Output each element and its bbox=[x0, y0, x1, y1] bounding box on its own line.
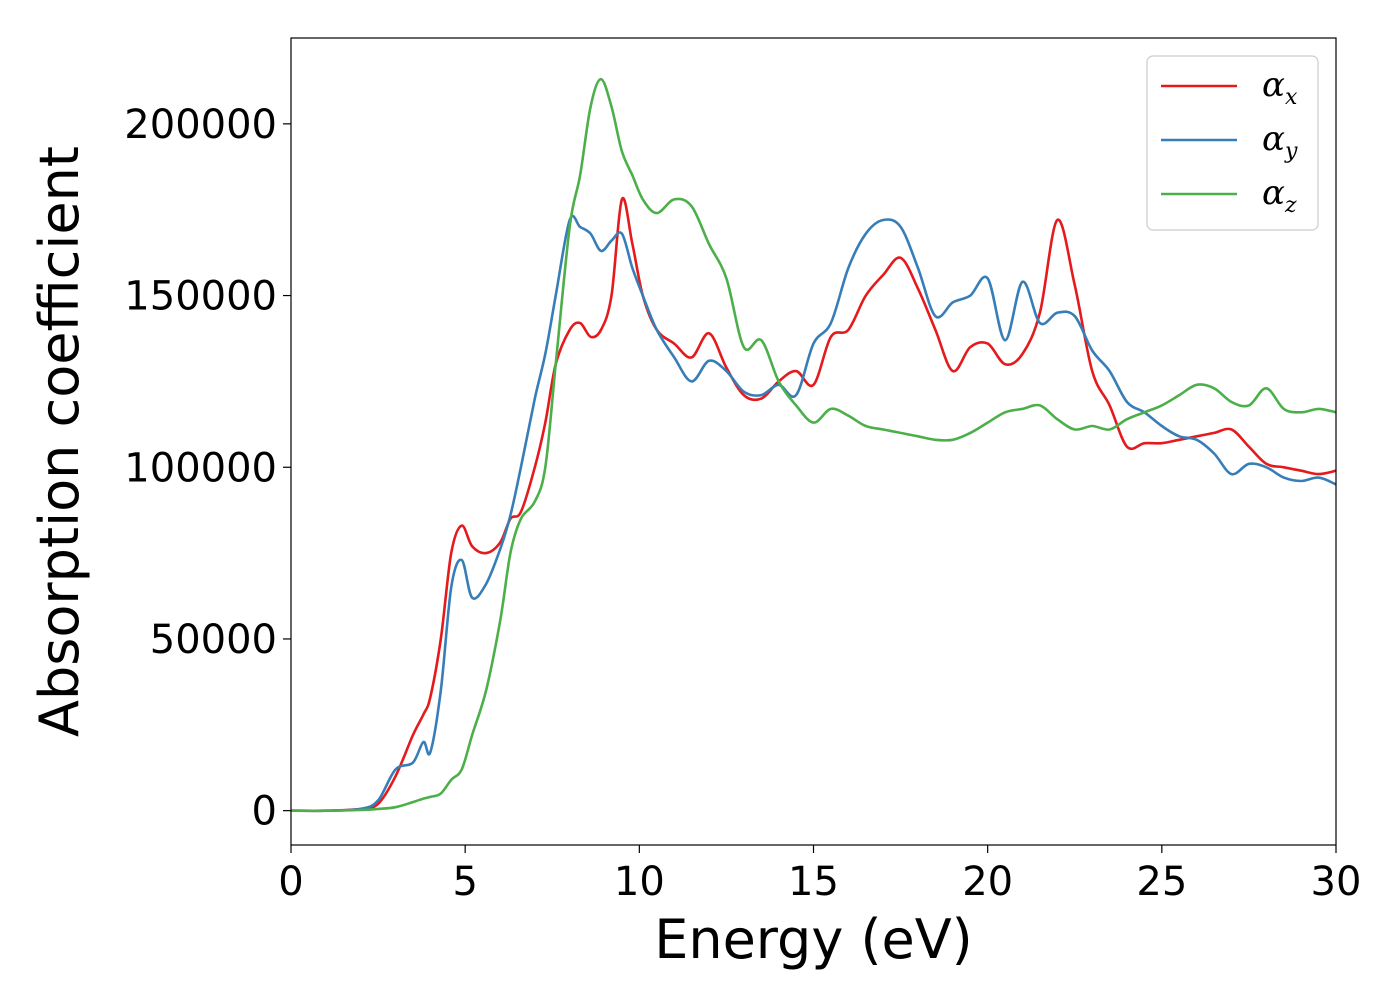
x-tick-label: 5 bbox=[452, 859, 477, 905]
y-tick-label: 50000 bbox=[150, 617, 277, 663]
series-layer bbox=[291, 77, 1336, 813]
legend-label-base: α bbox=[1262, 119, 1285, 159]
legend-label-subscript: z bbox=[1284, 193, 1297, 218]
x-tick-label: 30 bbox=[1311, 859, 1362, 905]
legend-box bbox=[1146, 55, 1319, 231]
legend-label-subscript: x bbox=[1285, 85, 1298, 110]
y-tick-label: 0 bbox=[252, 789, 277, 835]
legend-label-base: α bbox=[1262, 65, 1285, 105]
legend-label-subscript: y bbox=[1284, 139, 1298, 164]
x-tick-label: 10 bbox=[614, 859, 665, 905]
y-tick-label: 150000 bbox=[124, 274, 277, 320]
y-axis-label: Absorption coefficient bbox=[28, 146, 91, 737]
x-axis: 0 5 10 15 20 25 30 bbox=[278, 845, 1361, 905]
x-tick-label: 25 bbox=[1136, 859, 1187, 905]
legend-label-z: αz bbox=[1262, 173, 1297, 218]
y-tick-label: 200000 bbox=[124, 102, 277, 148]
series-line-x bbox=[291, 196, 1336, 813]
series-line-z bbox=[291, 77, 1336, 813]
legend-label-base: α bbox=[1262, 173, 1285, 213]
x-tick-label: 15 bbox=[788, 859, 839, 905]
legend-label-x: αx bbox=[1262, 65, 1298, 110]
y-axis: 0 50000 100000 150000 200000 bbox=[124, 102, 291, 835]
legend-label-y: αy bbox=[1262, 119, 1298, 164]
x-axis-label: Energy (eV) bbox=[654, 908, 973, 971]
y-tick-label: 100000 bbox=[124, 445, 277, 491]
x-tick-label: 20 bbox=[962, 859, 1013, 905]
x-tick-label: 0 bbox=[278, 859, 303, 905]
